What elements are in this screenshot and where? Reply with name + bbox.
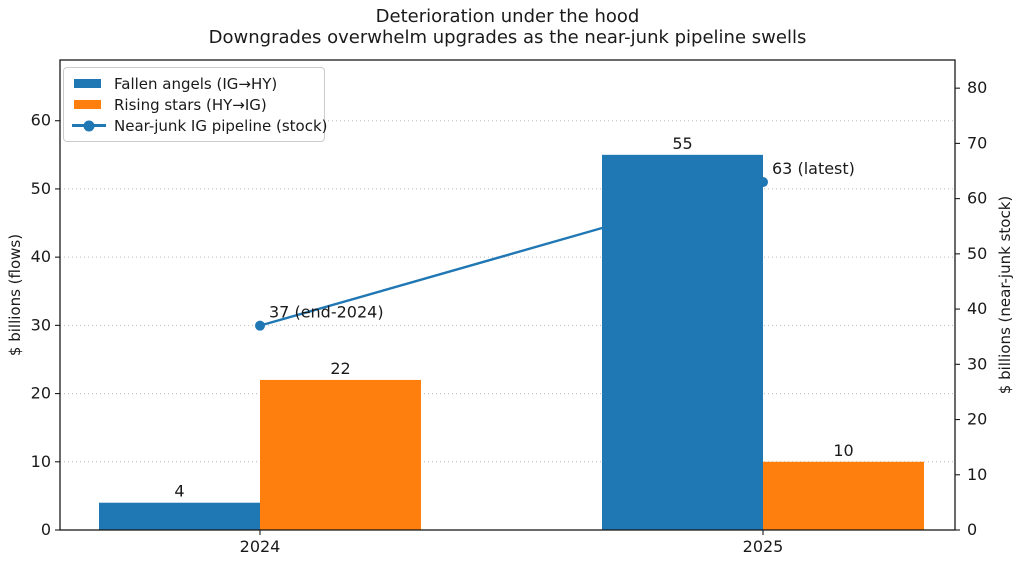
legend-entry-rising-stars: Rising stars (HY→IG): [72, 94, 316, 115]
y-tick-label-right: 70: [967, 133, 987, 152]
bar-value-label: 22: [330, 359, 350, 378]
legend-swatch-fallen-angels: [74, 79, 101, 88]
x-tick-label-2024: 2024: [240, 537, 281, 556]
legend-label: Fallen angels (IG→HY): [114, 74, 278, 93]
y-tick-label-right: 30: [967, 354, 987, 373]
y-tick-label-left: 50: [31, 179, 51, 198]
chart-subtitle: Downgrades overwhelm upgrades as the nea…: [208, 27, 807, 48]
legend-entry-pipeline: Near-junk IG pipeline (stock): [72, 115, 328, 136]
y-tick-label-left: 0: [41, 520, 51, 539]
bar-fallen-angels-2025: [602, 154, 763, 530]
legend: Fallen angels (IG→HY) Rising stars (HY→I…: [63, 67, 328, 142]
left-axis-label: $ billions (flows): [6, 233, 24, 357]
legend-label: Rising stars (HY→IG): [114, 95, 267, 114]
legend-entry-fallen-angels: Fallen angels (IG→HY): [72, 73, 316, 94]
right-axis-label: $ billions (near-junk stock): [996, 195, 1014, 395]
y-tick-label-right: 10: [967, 465, 987, 484]
y-tick-label-right: 40: [967, 299, 987, 318]
legend-line-sample: [72, 120, 106, 131]
pipeline-point-2024: [255, 320, 265, 331]
legend-swatch-rising-stars: [74, 100, 101, 109]
bar-rising-stars-2024: [260, 379, 421, 530]
pipeline-annotation-2024: 37 (end-2024): [269, 303, 384, 322]
y-tick-label-left: 40: [31, 247, 51, 266]
chart-title: Deterioration under the hood: [375, 6, 640, 27]
y-tick-label-right: 60: [967, 189, 987, 208]
pipeline-annotation-2025: 63 (latest): [772, 159, 855, 178]
bar-value-label: 10: [833, 441, 853, 460]
y-tick-label-left: 20: [31, 384, 51, 403]
bar-value-label: 4: [174, 482, 184, 501]
bar-fallen-angels-2024: [99, 502, 260, 530]
y-tick-label-right: 0: [967, 520, 977, 539]
legend-label: Near-junk IG pipeline (stock): [114, 116, 328, 135]
bar-rising-stars-2025: [763, 461, 924, 530]
y-tick-label-right: 20: [967, 410, 987, 429]
bar-value-label: 55: [672, 134, 692, 153]
y-tick-label-left: 30: [31, 315, 51, 334]
x-tick-label-2025: 2025: [743, 537, 784, 556]
y-tick-label-left: 10: [31, 452, 51, 471]
y-tick-label-left: 60: [31, 111, 51, 130]
legend-marker-icon: [83, 120, 95, 131]
y-tick-label-right: 50: [967, 244, 987, 263]
y-tick-label-right: 80: [967, 78, 987, 97]
plot-frame: [59, 59, 956, 531]
